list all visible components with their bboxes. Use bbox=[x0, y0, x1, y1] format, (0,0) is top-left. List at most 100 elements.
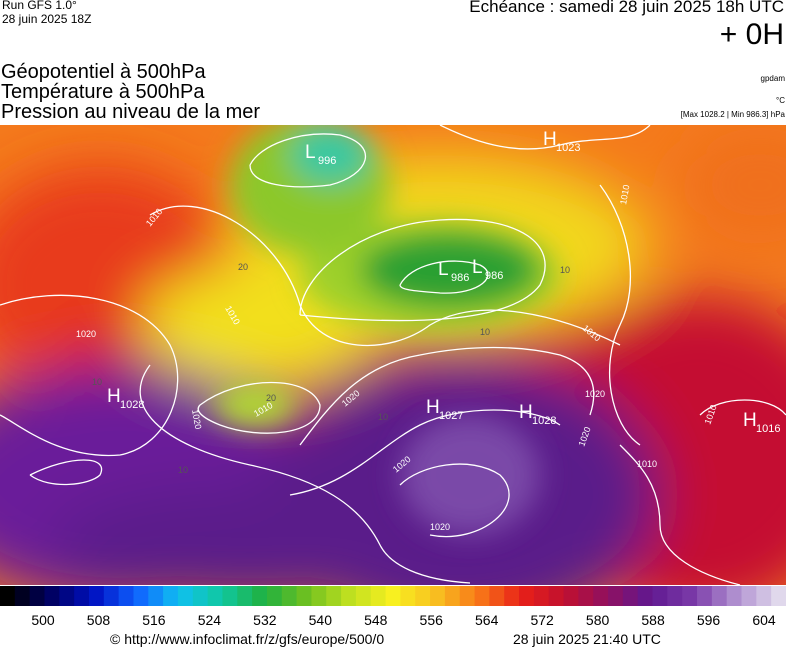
center-value: 986 bbox=[451, 272, 469, 284]
forecast-time: Echéance : samedi 28 juin 2025 18h UTC bbox=[469, 0, 784, 16]
temperature-label: 10 bbox=[378, 412, 388, 422]
footer-url: © http://www.infoclimat.fr/z/gfs/europe/… bbox=[110, 631, 385, 647]
color-swatch bbox=[0, 586, 16, 606]
legend-line: Géopotentiel à 500hPa bbox=[1, 61, 206, 83]
color-swatch bbox=[400, 586, 416, 606]
center-type: L bbox=[305, 142, 316, 163]
color-swatch bbox=[637, 586, 654, 606]
color-swatch bbox=[177, 586, 194, 606]
legend-line: Température à 500hPa bbox=[1, 81, 205, 103]
color-swatch bbox=[74, 586, 90, 606]
color-swatch bbox=[519, 586, 535, 606]
colorbar-tick-label: 564 bbox=[475, 612, 499, 628]
isobar-label: 1010 bbox=[637, 459, 657, 469]
color-swatch bbox=[444, 586, 461, 606]
colorbar: 500 508 516 524 532 540 548 556 564 572 580 588 596 6… bbox=[0, 586, 786, 628]
temperature-label: 10 bbox=[92, 377, 102, 387]
colorbar-tick-label: 556 bbox=[420, 612, 444, 628]
lead-time: + 0H bbox=[719, 18, 784, 51]
colorbar-tick-label: 580 bbox=[586, 612, 610, 628]
center-value: 1028 bbox=[120, 399, 144, 411]
color-swatch bbox=[548, 586, 565, 606]
color-swatch bbox=[237, 586, 253, 606]
center-type: L bbox=[438, 259, 449, 280]
color-swatch bbox=[296, 586, 312, 606]
color-swatch bbox=[14, 586, 31, 606]
color-swatch bbox=[163, 586, 179, 606]
color-swatch bbox=[88, 586, 105, 606]
colorbar-tick-label: 588 bbox=[641, 612, 665, 628]
temperature-label: 10 bbox=[480, 327, 490, 337]
color-swatch bbox=[430, 586, 446, 606]
center-value: 1016 bbox=[756, 423, 780, 435]
isobar-label: 1020 bbox=[585, 389, 605, 399]
temperature-label: 10 bbox=[178, 465, 188, 475]
run-label: Run GFS 1.0° bbox=[2, 0, 77, 12]
colorbar-tick-label: 572 bbox=[530, 612, 554, 628]
unit: gpdam bbox=[760, 74, 785, 83]
color-swatch bbox=[385, 586, 401, 606]
color-swatch bbox=[771, 586, 786, 606]
color-swatch bbox=[355, 586, 372, 606]
colorbar-tick-label: 532 bbox=[253, 612, 277, 628]
color-swatch bbox=[697, 586, 713, 606]
unit: °C bbox=[776, 96, 785, 105]
color-swatch bbox=[326, 586, 342, 606]
legend-line: Pression au niveau de la mer bbox=[1, 101, 261, 123]
color-swatch bbox=[756, 586, 772, 606]
color-swatch bbox=[608, 586, 624, 606]
color-swatch bbox=[311, 586, 327, 606]
isobar-label: 1010 bbox=[618, 184, 631, 205]
color-swatch bbox=[29, 586, 45, 606]
colorbar-tick-label: 508 bbox=[87, 612, 111, 628]
color-swatch bbox=[489, 586, 505, 606]
temperature-label: 10 bbox=[560, 265, 570, 275]
center-type: H bbox=[519, 402, 533, 423]
color-swatch bbox=[44, 586, 60, 606]
center-value: 1023 bbox=[556, 142, 580, 154]
color-swatch bbox=[133, 586, 149, 606]
color-swatch bbox=[652, 586, 668, 606]
colorbar-tick-label: 604 bbox=[752, 612, 776, 628]
color-swatch bbox=[711, 586, 728, 606]
center-type: H bbox=[543, 129, 557, 150]
color-swatch bbox=[563, 586, 579, 606]
color-swatch bbox=[59, 586, 75, 606]
unit: [Max 1028.2 | Min 986.3] hPa bbox=[680, 110, 785, 119]
color-swatch bbox=[252, 586, 268, 606]
colorbar-tick-label: 500 bbox=[31, 612, 55, 628]
isobars bbox=[0, 125, 786, 585]
isobar-label: 1020 bbox=[430, 522, 450, 532]
run-date: 28 juin 2025 18Z bbox=[2, 12, 92, 26]
color-swatch bbox=[118, 586, 134, 606]
color-swatch bbox=[459, 586, 476, 606]
center-value: 996 bbox=[318, 155, 336, 167]
colorbar-tick-label: 596 bbox=[697, 612, 721, 628]
color-swatch bbox=[474, 586, 490, 606]
color-swatch bbox=[103, 586, 120, 606]
color-swatch bbox=[192, 586, 209, 606]
center-type: H bbox=[107, 386, 121, 407]
color-swatch bbox=[281, 586, 298, 606]
center-value: 986 bbox=[485, 270, 503, 282]
center-type: H bbox=[426, 397, 440, 418]
color-swatch bbox=[415, 586, 431, 606]
color-swatch bbox=[622, 586, 639, 606]
footer-timestamp: 28 juin 2025 21:40 UTC bbox=[513, 631, 661, 647]
color-swatch bbox=[504, 586, 520, 606]
color-swatch bbox=[726, 586, 743, 606]
colorbar-tick-label: 548 bbox=[364, 612, 388, 628]
colorbar-tick-label: 516 bbox=[142, 612, 166, 628]
color-swatch bbox=[682, 586, 698, 606]
temperature-label: 20 bbox=[266, 393, 276, 403]
color-swatch bbox=[578, 586, 594, 606]
color-swatch bbox=[341, 586, 357, 606]
color-swatch bbox=[266, 586, 283, 606]
color-swatch bbox=[148, 586, 164, 606]
center-value: 1028 bbox=[532, 415, 556, 427]
center-value: 1027 bbox=[439, 410, 463, 422]
colorbar-tick-label: 524 bbox=[198, 612, 222, 628]
color-swatch bbox=[667, 586, 683, 606]
